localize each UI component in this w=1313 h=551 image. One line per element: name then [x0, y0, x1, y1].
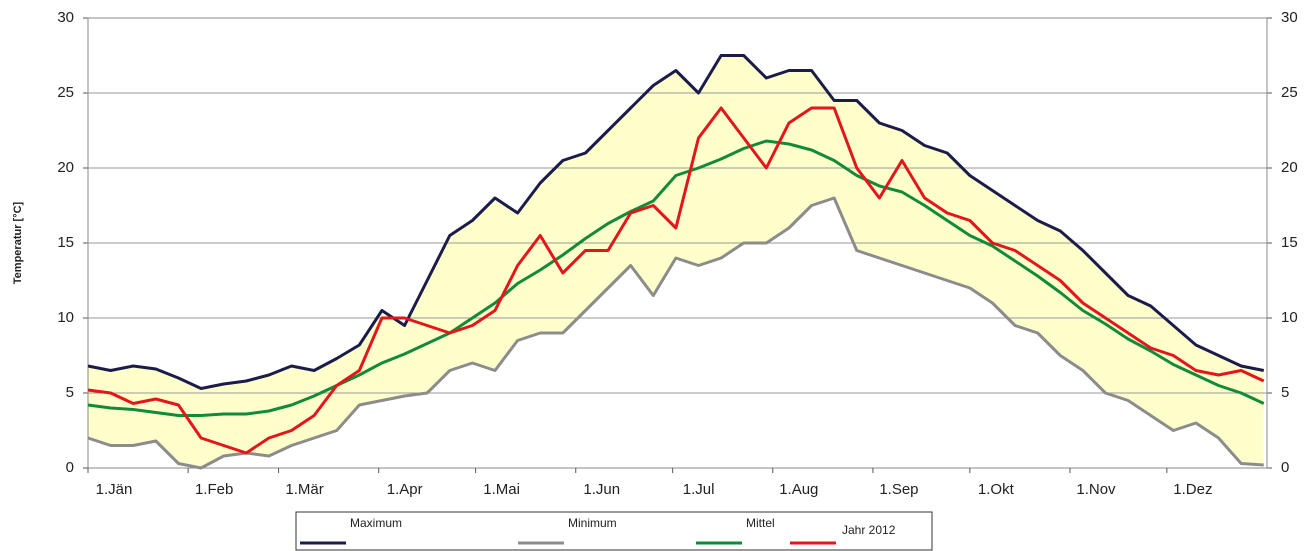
x-tick-label: 1.Mär [285, 481, 323, 498]
y-tick-label: 15 [57, 234, 74, 251]
y-axis-label: Temperatur [°C] [12, 201, 24, 284]
y2-tick-label: 0 [1281, 459, 1289, 476]
y-tick-label: 10 [57, 309, 74, 326]
min-max-band [88, 55, 1264, 468]
line-series [87, 54, 1265, 390]
x-tick-label: 1.Apr [387, 481, 423, 498]
x-tick-label: 1.Jän [96, 481, 133, 498]
legend-label: Maximum [350, 516, 402, 530]
x-tick-label: 1.Jun [583, 481, 620, 498]
x-tick-label: 1.Okt [978, 481, 1015, 498]
x-tick-label: 1.Aug [779, 481, 818, 498]
legend-label: Mittel [746, 516, 775, 530]
y-tick-label: 30 [57, 9, 74, 26]
y-tick-label: 5 [66, 384, 74, 401]
legend-label: Jahr 2012 [842, 523, 896, 537]
x-tick-label: 1.Jul [683, 481, 715, 498]
y2-tick-label: 25 [1281, 84, 1298, 101]
x-tick-label: 1.Sep [879, 481, 918, 498]
y2-tick-label: 5 [1281, 384, 1289, 401]
y2-tick-label: 10 [1281, 309, 1298, 326]
x-tick-label: 1.Dez [1173, 481, 1212, 498]
x-tick-label: 1.Mai [483, 481, 520, 498]
line-series [87, 139, 1265, 417]
y-tick-label: 0 [66, 459, 74, 476]
line-series [87, 106, 1265, 455]
plot-frame [87, 17, 1268, 469]
line-series [87, 196, 1264, 470]
y-tick-label: 20 [57, 159, 74, 176]
x-tick-label: 1.Nov [1076, 481, 1116, 498]
y2-tick-label: 30 [1281, 9, 1298, 26]
x-tick-label: 1.Feb [195, 481, 233, 498]
y-tick-label: 25 [57, 84, 74, 101]
y2-tick-label: 20 [1281, 159, 1298, 176]
y2-tick-label: 15 [1281, 234, 1298, 251]
legend-label: Minimum [568, 516, 617, 530]
